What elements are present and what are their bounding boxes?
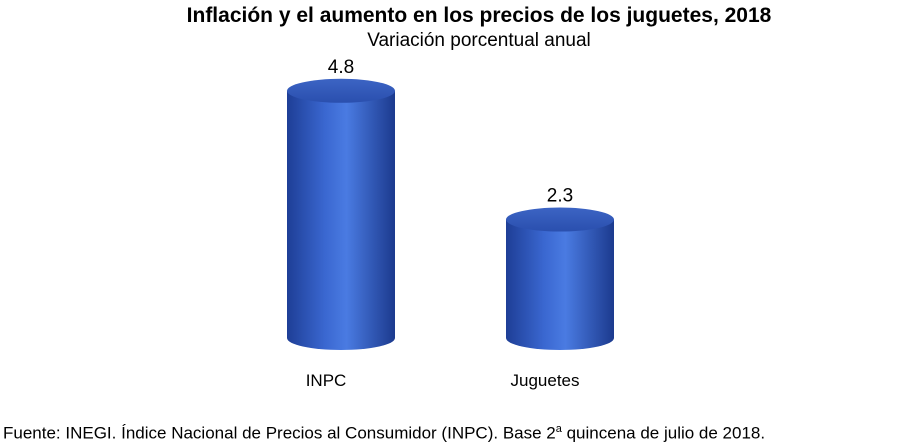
bar-body: [287, 90, 395, 351]
data-label: 4.8: [328, 57, 354, 78]
bar-juguetes: [506, 207, 614, 350]
source-note: Fuente: INEGI. Índice Nacional de Precio…: [3, 423, 765, 444]
source-text: Fuente: INEGI. Índice Nacional de Precio…: [3, 423, 556, 443]
bar-top: [506, 207, 614, 232]
chart-plot-area: 4.8 INPC 2.3 Juguetes: [287, 57, 614, 390]
bar-inpc: [287, 78, 395, 351]
source-superscript: a: [555, 423, 562, 435]
bar-body: [506, 219, 614, 350]
category-label: Juguetes: [511, 371, 580, 390]
data-label: 2.3: [547, 186, 573, 207]
category-label: INPC: [306, 371, 347, 390]
source-text-end: quincena de julio de 2018.: [561, 423, 766, 443]
chart-title: Inflación y el aumento en los precios de…: [186, 4, 772, 27]
chart-subtitle: Variación porcentual anual: [367, 30, 591, 51]
bar-top: [287, 78, 395, 103]
